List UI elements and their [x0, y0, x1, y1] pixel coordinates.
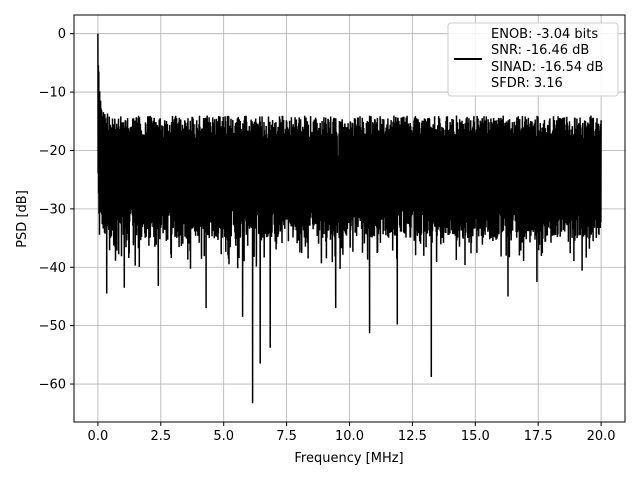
y-tick-label: −60 [39, 378, 66, 393]
x-axis-label: Frequency [MHz] [294, 451, 403, 466]
legend-box [447, 22, 619, 97]
x-axis-ticks: 0.0 2.5 5.0 7.5 10.0 12.5 15.0 17.5 20.0 [88, 422, 616, 444]
y-tick-label: 0 [58, 27, 66, 42]
y-tick-label: −50 [39, 319, 66, 334]
legend-entry-sinad: SINAD: -16.54 dB [491, 60, 603, 75]
y-tick-label: −30 [39, 202, 66, 217]
x-tick-label: 20.0 [587, 429, 616, 444]
psd-line [97, 33, 602, 404]
x-tick-label: 7.5 [276, 429, 297, 444]
legend-entry-snr: SNR: -16.46 dB [491, 43, 589, 58]
x-tick-label: 15.0 [461, 429, 490, 444]
x-tick-label: 17.5 [524, 429, 553, 444]
x-tick-label: 12.5 [398, 429, 427, 444]
y-tick-label: −20 [39, 144, 66, 159]
legend: ENOB: -3.04 bits SNR: -16.46 dB SINAD: -… [447, 22, 619, 97]
x-tick-label: 2.5 [150, 429, 171, 444]
legend-entry-enob: ENOB: -3.04 bits [491, 27, 598, 42]
x-tick-label: 5.0 [213, 429, 234, 444]
y-axis-label: PSD [dB] [15, 190, 30, 248]
psd-trace [97, 33, 602, 404]
x-tick-label: 0.0 [88, 429, 109, 444]
y-tick-label: −40 [39, 261, 66, 276]
x-tick-label: 10.0 [335, 429, 364, 444]
y-axis-ticks: 0 −10 −20 −30 −40 −50 −60 [39, 27, 74, 393]
y-tick-label: −10 [39, 86, 66, 101]
legend-entry-sfdr: SFDR: 3.16 [491, 76, 563, 91]
